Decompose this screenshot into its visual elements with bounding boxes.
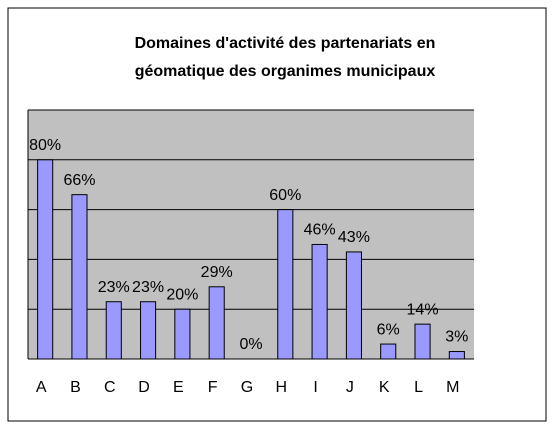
bar <box>208 286 225 360</box>
bar <box>37 159 54 360</box>
x-tick-label: G <box>241 379 253 396</box>
data-label: 43% <box>338 229 370 246</box>
bar <box>174 308 191 360</box>
data-label: 20% <box>166 286 198 303</box>
plot-area <box>28 110 474 359</box>
x-tick-label: F <box>208 379 218 396</box>
data-label: 60% <box>269 187 301 204</box>
chart-title: Domaines d'activité des partenariats en <box>135 35 436 52</box>
bar <box>71 194 88 360</box>
data-label: 46% <box>304 222 336 239</box>
data-label: 66% <box>63 172 95 189</box>
x-tick-label: A <box>36 379 47 396</box>
data-label: 14% <box>407 301 439 318</box>
x-tick-label: K <box>379 379 390 396</box>
x-tick-label: D <box>138 379 150 396</box>
bar <box>448 351 465 360</box>
bar <box>277 209 294 360</box>
bar <box>345 251 362 360</box>
bar <box>311 243 328 360</box>
data-label: 23% <box>98 279 130 296</box>
data-label: 23% <box>132 279 164 296</box>
x-tick-label: H <box>276 379 288 396</box>
x-tick-label: E <box>173 379 184 396</box>
chart-title: géomatique des organimes municipaux <box>135 63 436 80</box>
bar <box>105 301 122 360</box>
data-label: 3% <box>445 329 468 346</box>
bar <box>414 323 431 360</box>
bar <box>380 343 397 360</box>
data-label: 0% <box>239 336 262 353</box>
x-tick-label: M <box>446 379 459 396</box>
data-label: 80% <box>29 137 61 154</box>
x-tick-label: B <box>70 379 81 396</box>
x-tick-label: C <box>104 379 116 396</box>
x-tick-label: J <box>346 379 354 396</box>
x-tick-label: L <box>414 379 423 396</box>
x-tick-label: I <box>313 379 317 396</box>
bar <box>140 301 157 360</box>
data-label: 29% <box>201 264 233 281</box>
data-label: 6% <box>377 321 400 338</box>
